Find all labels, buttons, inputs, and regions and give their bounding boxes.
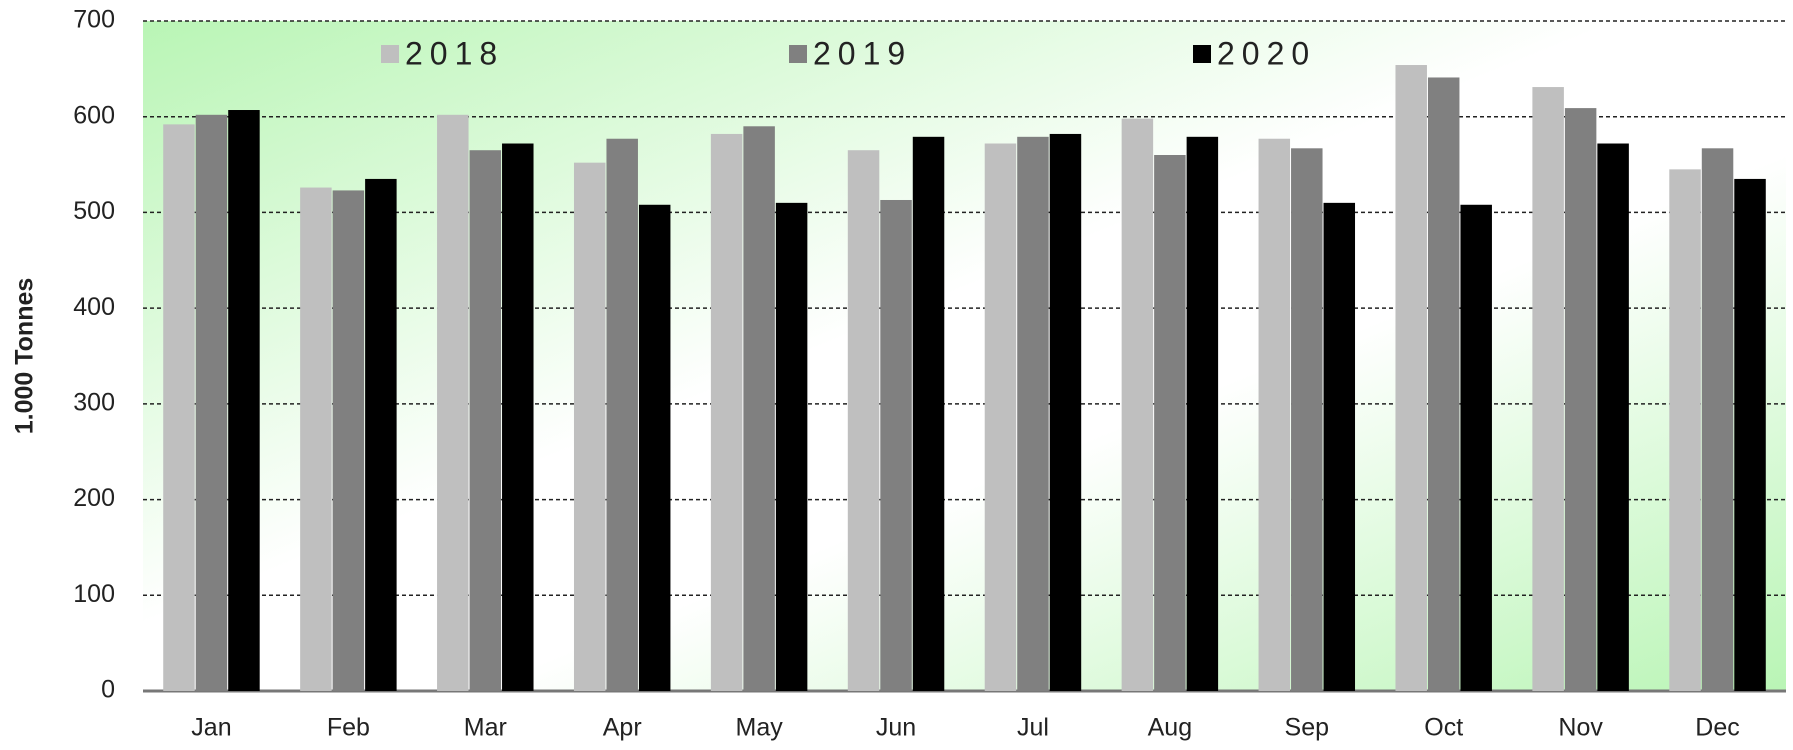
bar bbox=[743, 126, 775, 692]
x-tick-label: Aug bbox=[1148, 714, 1192, 742]
bar bbox=[1323, 202, 1356, 691]
y-tick-label: 100 bbox=[73, 580, 115, 608]
bar bbox=[606, 138, 638, 691]
bar bbox=[1154, 155, 1186, 691]
bar bbox=[1427, 77, 1460, 691]
x-tick-label: Sep bbox=[1285, 714, 1329, 742]
bar bbox=[1532, 87, 1564, 692]
bar bbox=[1258, 138, 1291, 691]
legend-label: 2020 bbox=[1217, 35, 1316, 71]
bar bbox=[1597, 143, 1629, 691]
bar bbox=[880, 199, 912, 691]
bar bbox=[1669, 169, 1701, 691]
bar bbox=[365, 178, 397, 691]
bar bbox=[1121, 118, 1154, 692]
bar bbox=[1460, 204, 1492, 691]
bar bbox=[228, 110, 260, 691]
bar bbox=[1186, 136, 1219, 692]
x-tick-label: Oct bbox=[1424, 714, 1463, 742]
x-tick-label: Jan bbox=[191, 714, 231, 742]
x-tick-label: Jun bbox=[876, 714, 916, 742]
bar bbox=[1701, 148, 1734, 692]
y-tick-label: 500 bbox=[73, 197, 115, 225]
bar bbox=[573, 162, 606, 691]
y-axis-label: 1.000 Tonnes bbox=[11, 278, 39, 435]
bar bbox=[1017, 136, 1049, 692]
bar bbox=[469, 150, 502, 691]
legend-swatch bbox=[789, 45, 807, 63]
bar bbox=[300, 187, 332, 692]
legend-swatch bbox=[1193, 45, 1211, 63]
y-tick-label: 600 bbox=[73, 101, 115, 129]
legend-label: 2019 bbox=[813, 35, 912, 71]
bar bbox=[502, 143, 534, 691]
x-tick-label: Mar bbox=[464, 714, 507, 742]
x-tick-label: May bbox=[736, 714, 784, 742]
x-tick-label: Feb bbox=[327, 714, 370, 742]
legend-label: 2018 bbox=[405, 35, 504, 71]
legend-swatch bbox=[381, 45, 399, 63]
y-tick-label: 200 bbox=[73, 484, 115, 512]
x-tick-label: Jul bbox=[1017, 714, 1049, 742]
bar bbox=[638, 204, 671, 691]
bar bbox=[775, 202, 808, 691]
bar bbox=[195, 114, 228, 692]
bar bbox=[1395, 65, 1427, 692]
bar bbox=[163, 124, 195, 691]
bar bbox=[847, 150, 880, 691]
y-tick-label: 300 bbox=[73, 388, 115, 416]
bar bbox=[710, 133, 743, 691]
x-tick-label: Apr bbox=[603, 714, 642, 742]
bar bbox=[984, 143, 1017, 691]
y-tick-label: 0 bbox=[101, 676, 115, 704]
bar bbox=[1291, 148, 1323, 692]
plot-background bbox=[143, 21, 1786, 691]
y-tick-label: 700 bbox=[73, 6, 115, 34]
bar bbox=[332, 190, 365, 691]
bar bbox=[437, 114, 469, 692]
x-tick-label: Dec bbox=[1695, 714, 1739, 742]
bar bbox=[912, 136, 945, 692]
bar bbox=[1734, 178, 1766, 691]
bar bbox=[1049, 133, 1082, 691]
x-tick-label: Nov bbox=[1558, 714, 1603, 742]
y-tick-label: 400 bbox=[73, 293, 115, 321]
bar bbox=[1564, 108, 1597, 692]
